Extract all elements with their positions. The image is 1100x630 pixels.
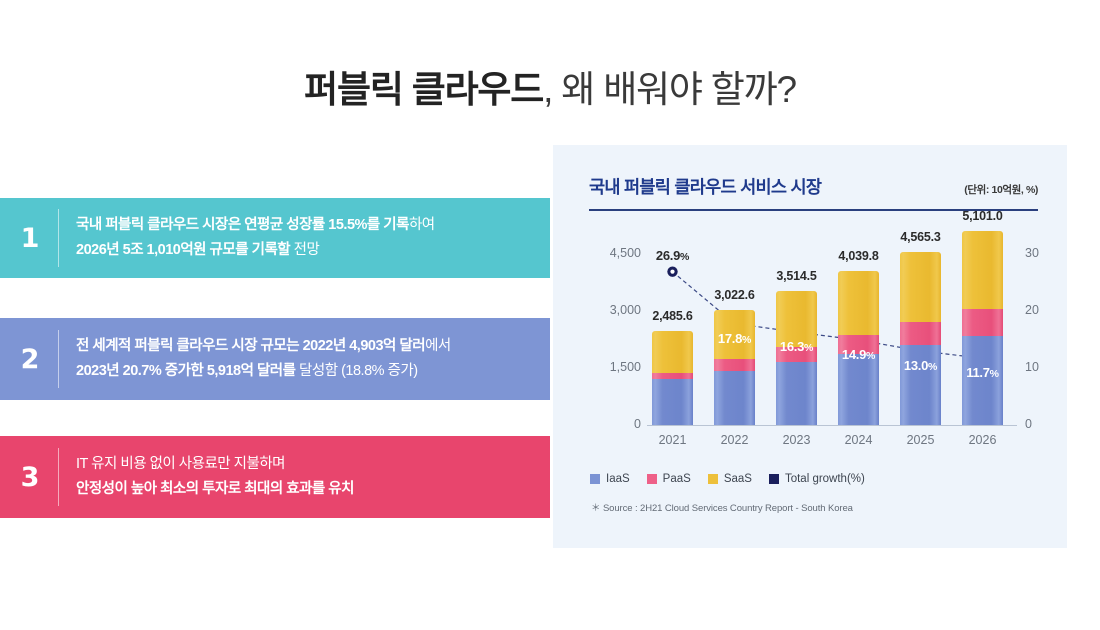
bar-segment-paas — [838, 335, 879, 354]
legend-swatch-icon — [707, 474, 718, 484]
x-axis-tick-label: 2022 — [720, 433, 749, 447]
legend-swatch-icon — [768, 474, 779, 484]
page-title: 퍼블릭 클라우드, 왜 배워야 할까? — [0, 66, 1100, 114]
growth-label: 11.7% — [966, 365, 999, 381]
list-item-text: IT 유지 비용 없이 사용료만 지불하며 안정성이 높아 최소의 투자로 최대… — [59, 452, 354, 502]
list-item-number: 1 — [20, 222, 40, 254]
bar-segment-paas — [652, 372, 693, 380]
bar-segment-saas — [776, 291, 817, 348]
x-axis-tick-label: 2025 — [906, 433, 935, 447]
y-axis-tick-label: 4,500 — [609, 246, 641, 260]
bar-value-label: 3,514.5 — [776, 269, 817, 284]
bar-segment-paas — [776, 347, 817, 363]
bar-value-label: 3,022.6 — [714, 288, 755, 303]
growth-label: 16.3% — [779, 339, 814, 355]
bar-segment-paas — [962, 309, 1003, 337]
list-item-line2-strong: 2023년 20.7% 증가한 5,918억 달러를 — [76, 363, 300, 379]
key-points-list: 1 국내 퍼블릭 클라우드 시장은 연평균 성장률 15.5%를 기록하여 20… — [0, 198, 550, 518]
y-axis-tick-label: 1,500 — [609, 360, 641, 374]
growth-marker[interactable] — [667, 266, 678, 277]
bar-2024[interactable] — [838, 271, 879, 425]
bar-segment-iaas — [652, 379, 693, 425]
growth-marker-center — [670, 269, 675, 274]
bar-value-label: 4,565.3 — [900, 229, 941, 244]
list-item-line1-thin: IT 유지 비용 없이 사용료만 지불하며 — [76, 456, 286, 472]
legend-label: SaaS — [723, 473, 752, 485]
list-item-line1-strong: 전 세계적 퍼블릭 클라우드 시장 규모는 2022년 4,903억 달러 — [76, 338, 426, 354]
chart-plot-area: 0 1,500 3,000 4,500 0 10 20 30 2,485.6 26.9% 2021 3… — [553, 145, 1067, 548]
bar-2026[interactable] — [962, 231, 1003, 425]
legend-item-paas[interactable]: PaaS — [646, 473, 691, 485]
list-item-line1-strong: 국내 퍼블릭 클라우드 시장은 연평균 성장률 15.5%를 기록 — [76, 217, 409, 233]
page-title-light: , 왜 배워야 할까? — [543, 69, 797, 110]
growth-label: 14.9% — [841, 347, 876, 363]
y2-axis-tick-label: 20 — [1025, 303, 1039, 317]
x-axis-tick-label: 2021 — [658, 433, 687, 447]
list-item: 3 IT 유지 비용 없이 사용료만 지불하며 안정성이 높아 최소의 투자로 … — [0, 436, 550, 518]
legend-swatch-icon — [646, 474, 657, 484]
list-item-number: 2 — [20, 343, 40, 375]
bar-2021[interactable] — [652, 330, 693, 425]
bar-segment-iaas — [714, 370, 755, 425]
bar-segment-iaas — [838, 353, 879, 425]
list-item-line1-thin: 하여 — [408, 217, 435, 233]
bar-value-label: 4,039.8 — [838, 249, 879, 264]
y2-axis-tick-label: 0 — [1025, 417, 1032, 431]
divider — [58, 209, 59, 267]
bar-value-label: 2,485.6 — [652, 308, 693, 323]
bar-segment-saas — [962, 231, 1003, 310]
chart-legend: IaaS PaaS SaaS Total growth(%) — [590, 473, 865, 485]
list-item-line2-strong: 안정성이 높아 최소의 투자로 최대의 효과를 유치 — [76, 481, 354, 497]
bar-segment-paas — [900, 322, 941, 345]
bar-segment-saas — [900, 251, 941, 323]
list-item-number: 3 — [20, 461, 40, 493]
bar-segment-saas — [652, 330, 693, 373]
chart-unit-note: (단위: 10억원, %) — [964, 184, 1038, 196]
bar-segment-iaas — [776, 362, 817, 425]
axis-baseline — [647, 425, 1017, 426]
growth-label: 17.8% — [717, 330, 752, 346]
y-axis-tick-label: 0 — [634, 417, 641, 431]
bar-2025[interactable] — [900, 251, 941, 425]
list-item-line2-thin: 달성함 (18.8% 증가) — [299, 363, 418, 379]
list-item: 1 국내 퍼블릭 클라우드 시장은 연평균 성장률 15.5%를 기록하여 20… — [0, 198, 550, 278]
bar-segment-paas — [714, 359, 755, 371]
chart-header: 국내 퍼블릭 클라우드 서비스 시장 (단위: 10억원, %) — [589, 174, 1038, 199]
bar-segment-iaas — [900, 344, 941, 425]
growth-label: 26.9% — [655, 247, 690, 263]
page-title-strong: 퍼블릭 클라우드 — [304, 69, 544, 110]
y2-axis-tick-label: 10 — [1025, 360, 1039, 374]
chart-title: 국내 퍼블릭 클라우드 서비스 시장 — [589, 177, 822, 197]
list-item-line2-thin: 전망 — [293, 242, 320, 258]
x-axis-tick-label: 2024 — [844, 433, 873, 447]
bar-segment-saas — [838, 271, 879, 336]
divider — [589, 209, 1038, 211]
list-item: 2 전 세계적 퍼블릭 클라우드 시장 규모는 2022년 4,903억 달러에… — [0, 318, 550, 400]
legend-item-iaas[interactable]: IaaS — [590, 473, 630, 485]
divider — [58, 330, 59, 388]
legend-label: PaaS — [662, 473, 691, 485]
list-item-line1-thin: 에서 — [425, 338, 451, 354]
list-item-text: 국내 퍼블릭 클라우드 시장은 연평균 성장률 15.5%를 기록하여 2026… — [59, 213, 435, 263]
chart-panel: 국내 퍼블릭 클라우드 서비스 시장 (단위: 10억원, %) 0 1,500 3… — [553, 145, 1067, 548]
chart-source-note: ＊ Source : 2H21 Cloud Services Country R… — [591, 503, 853, 514]
bar-value-label: 5,101.0 — [962, 209, 1003, 224]
bar-segment-iaas — [962, 336, 1003, 425]
list-item-line2-strong: 2026년 5조 1,010억원 규모를 기록할 — [76, 242, 294, 258]
legend-label: IaaS — [606, 473, 630, 485]
divider — [58, 448, 59, 506]
x-axis-tick-label: 2023 — [782, 433, 811, 447]
bar-2022[interactable] — [714, 310, 755, 425]
y2-axis-tick-label: 30 — [1025, 246, 1039, 260]
legend-item-saas[interactable]: SaaS — [707, 473, 752, 485]
legend-swatch-icon — [590, 474, 600, 484]
bar-segment-saas — [714, 310, 755, 360]
list-item-text: 전 세계적 퍼블릭 클라우드 시장 규모는 2022년 4,903억 달러에서 … — [59, 334, 451, 384]
growth-label: 13.0% — [903, 357, 938, 373]
y-axis-tick-label: 3,000 — [609, 303, 641, 317]
bar-2023[interactable] — [776, 291, 817, 425]
legend-label: Total growth(%) — [784, 473, 865, 485]
x-axis-tick-label: 2026 — [968, 433, 997, 447]
legend-item-total-growth[interactable]: Total growth(%) — [768, 473, 865, 485]
